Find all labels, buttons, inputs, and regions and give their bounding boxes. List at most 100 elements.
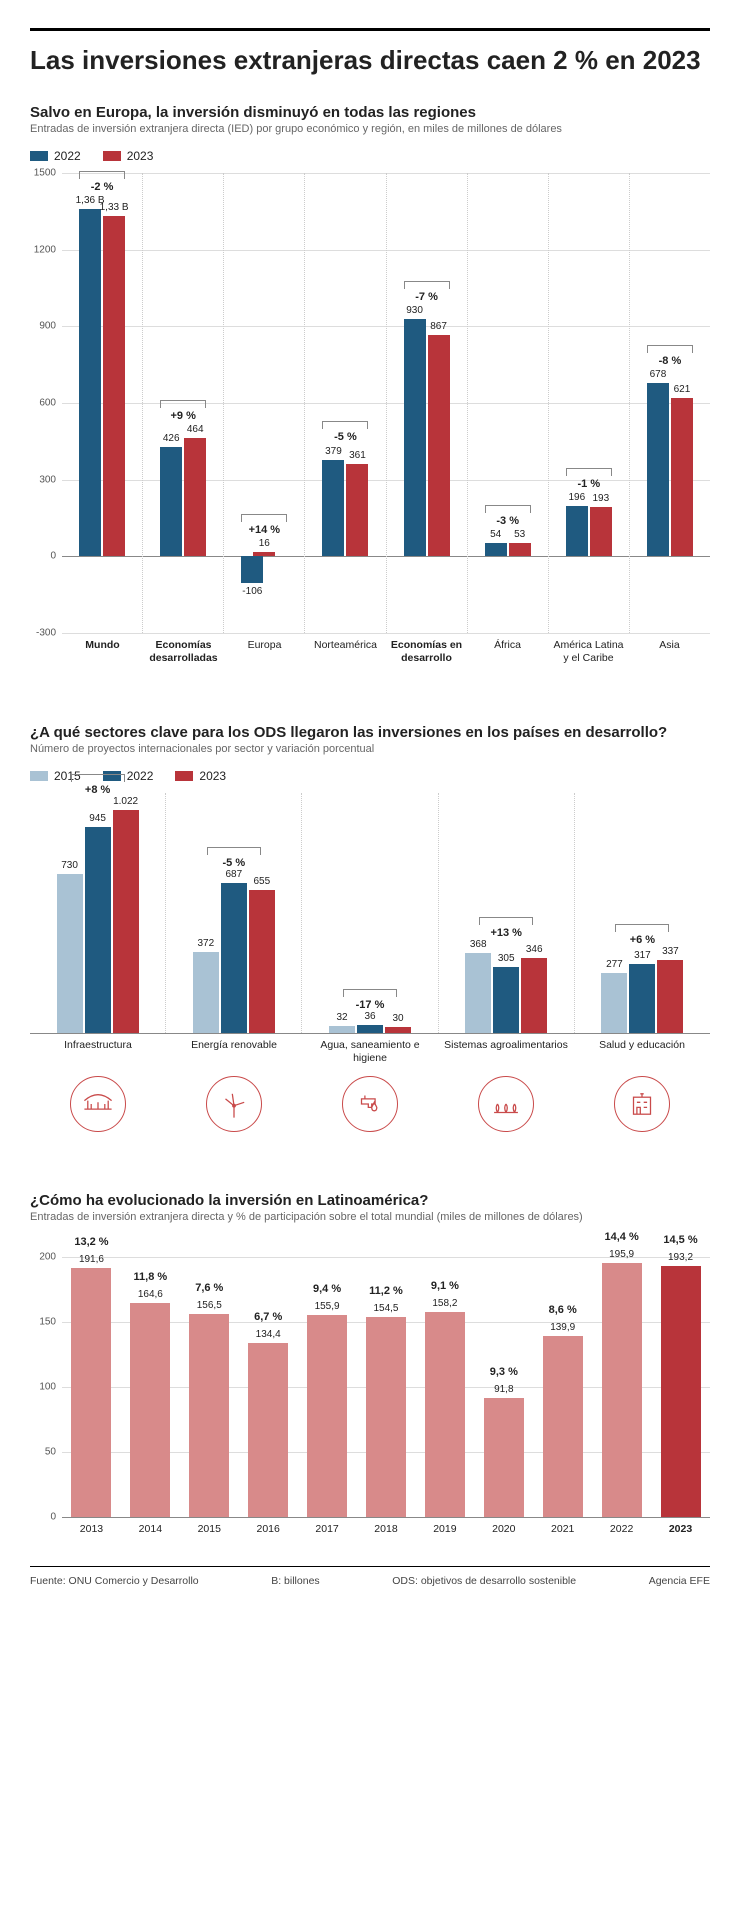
- x-label: África: [467, 639, 548, 664]
- bar: 154,511,2 %: [366, 1317, 406, 1518]
- x-label: 2022: [592, 1523, 651, 1536]
- y-tick: 0: [26, 1512, 56, 1523]
- y-tick: 100: [26, 1382, 56, 1393]
- pct-label: -2 %: [79, 171, 125, 193]
- bar: 53: [509, 543, 531, 557]
- bar: 317: [629, 964, 655, 1033]
- bar-value: 337: [662, 946, 679, 957]
- legend-swatch: [30, 771, 48, 781]
- chart2-plot: +8 %7309451.022-5 %372687655-17 %323630+…: [30, 793, 710, 1033]
- bar-value: -106: [242, 586, 262, 597]
- bar-value: 30: [392, 1013, 403, 1024]
- bar: 687: [221, 883, 247, 1033]
- tap-icon: [342, 1076, 398, 1132]
- footer: Fuente: ONU Comercio y Desarrollo B: bil…: [30, 1566, 710, 1595]
- bar-group: -8 %678621: [630, 173, 710, 633]
- bar-value: 426: [163, 433, 180, 444]
- bar-value: 277: [606, 959, 623, 970]
- bar: 464: [184, 438, 206, 557]
- bar-group: +9 %426464: [143, 173, 224, 633]
- legend-swatch: [175, 771, 193, 781]
- y-tick: 1500: [26, 168, 56, 179]
- chart2-legend: 201520222023: [30, 769, 710, 783]
- chart3-section: ¿Cómo ha evolucionado la inversión en La…: [30, 1192, 710, 1536]
- x-label: Energía renovable: [166, 1039, 302, 1064]
- bar-group: 155,99,4 %: [298, 1257, 357, 1517]
- bar: 32: [329, 1026, 355, 1033]
- bar-value: 346: [526, 944, 543, 955]
- x-label: 2015: [180, 1523, 239, 1536]
- chart3-xaxis: 2013201420152016201720182019202020212022…: [62, 1523, 710, 1536]
- footer-source: Fuente: ONU Comercio y Desarrollo: [30, 1575, 199, 1587]
- bar-group: 158,29,1 %: [415, 1257, 474, 1517]
- legend-item: 2023: [103, 149, 154, 163]
- x-label: 2020: [474, 1523, 533, 1536]
- footer-abbr1: B: billones: [271, 1575, 319, 1587]
- y-tick: 900: [26, 321, 56, 332]
- bar: 867: [428, 335, 450, 557]
- bar-value: 155,9: [315, 1301, 340, 1312]
- bar-value: 54: [490, 529, 501, 540]
- x-label: Asia: [629, 639, 710, 664]
- bar: 134,46,7 %: [248, 1343, 288, 1518]
- pct-label: -17 %: [343, 989, 397, 1011]
- bar-group: -3 % 54 53: [468, 173, 549, 633]
- bar-group: -1 %196193: [549, 173, 630, 633]
- bar-value: 193,2: [668, 1252, 693, 1263]
- chart1-legend: 20222023: [30, 149, 710, 163]
- bar: 372: [193, 952, 219, 1033]
- bar-group: 191,613,2 %: [62, 1257, 121, 1517]
- chart2-xaxis: InfraestructuraEnergía renovableAgua, sa…: [30, 1039, 710, 1064]
- bar-value: 621: [674, 384, 691, 395]
- bar: 426: [160, 447, 182, 556]
- bar-value: 91,8: [494, 1384, 513, 1395]
- footer-abbr2: ODS: objetivos de desarrollo sostenible: [392, 1575, 576, 1587]
- chart1-xaxis: MundoEconomías desarrolladasEuropaNortea…: [62, 639, 710, 664]
- legend-swatch: [30, 151, 48, 161]
- bar-pct: 7,6 %: [195, 1282, 223, 1294]
- bar: 379: [322, 460, 344, 557]
- bar-pct: 14,5 %: [663, 1234, 697, 1246]
- x-label: Norteamérica: [305, 639, 386, 664]
- x-label: Infraestructura: [30, 1039, 166, 1064]
- bar: 1,33 B: [103, 216, 125, 556]
- chart2-section: ¿A qué sectores clave para los ODS llega…: [30, 724, 710, 1132]
- bar-group: 91,89,3 %: [474, 1257, 533, 1517]
- bar: 655: [249, 890, 275, 1033]
- bar-group: 156,57,6 %: [180, 1257, 239, 1517]
- bar-value: 678: [650, 369, 667, 380]
- pct-label: -3 %: [485, 505, 531, 527]
- x-label: Salud y educación: [574, 1039, 710, 1064]
- bar-value: 372: [197, 938, 214, 949]
- pct-label: +6 %: [615, 924, 669, 946]
- bar-pct: 9,1 %: [431, 1280, 459, 1292]
- bar-group: 139,98,6 %: [533, 1257, 592, 1517]
- chart2-title: ¿A qué sectores clave para los ODS llega…: [30, 724, 710, 741]
- legend-item: 2023: [175, 769, 226, 783]
- bar-value: 368: [470, 939, 487, 950]
- bar: -106: [241, 556, 263, 583]
- x-label: Economías en desarrollo: [386, 639, 467, 664]
- bar: 361: [346, 464, 368, 556]
- bar: 193: [590, 507, 612, 556]
- bar-value: 317: [634, 950, 651, 961]
- bar-group: +8 %7309451.022: [30, 793, 166, 1033]
- bar-pct: 11,8 %: [134, 1271, 168, 1283]
- building-icon: [614, 1076, 670, 1132]
- bar: 346: [521, 958, 547, 1033]
- bar-group: 154,511,2 %: [357, 1257, 416, 1517]
- x-label: 2018: [357, 1523, 416, 1536]
- y-tick: 200: [26, 1252, 56, 1263]
- x-label: Agua, saneamiento e higiene: [302, 1039, 438, 1064]
- x-label: 2023: [651, 1523, 710, 1536]
- bridge-icon: [70, 1076, 126, 1132]
- bar-group: -5 %372687655: [166, 793, 302, 1033]
- bar: 621: [671, 398, 693, 557]
- bar-group: 134,46,7 %: [239, 1257, 298, 1517]
- footer-agency: Agencia EFE: [649, 1575, 710, 1587]
- y-tick: -300: [26, 628, 56, 639]
- bar-value: 867: [430, 321, 447, 332]
- chart1-section: Salvo en Europa, la inversión disminuyó …: [30, 104, 710, 664]
- bar-value: 134,4: [256, 1329, 281, 1340]
- bar-group: 193,214,5 %: [651, 1257, 710, 1517]
